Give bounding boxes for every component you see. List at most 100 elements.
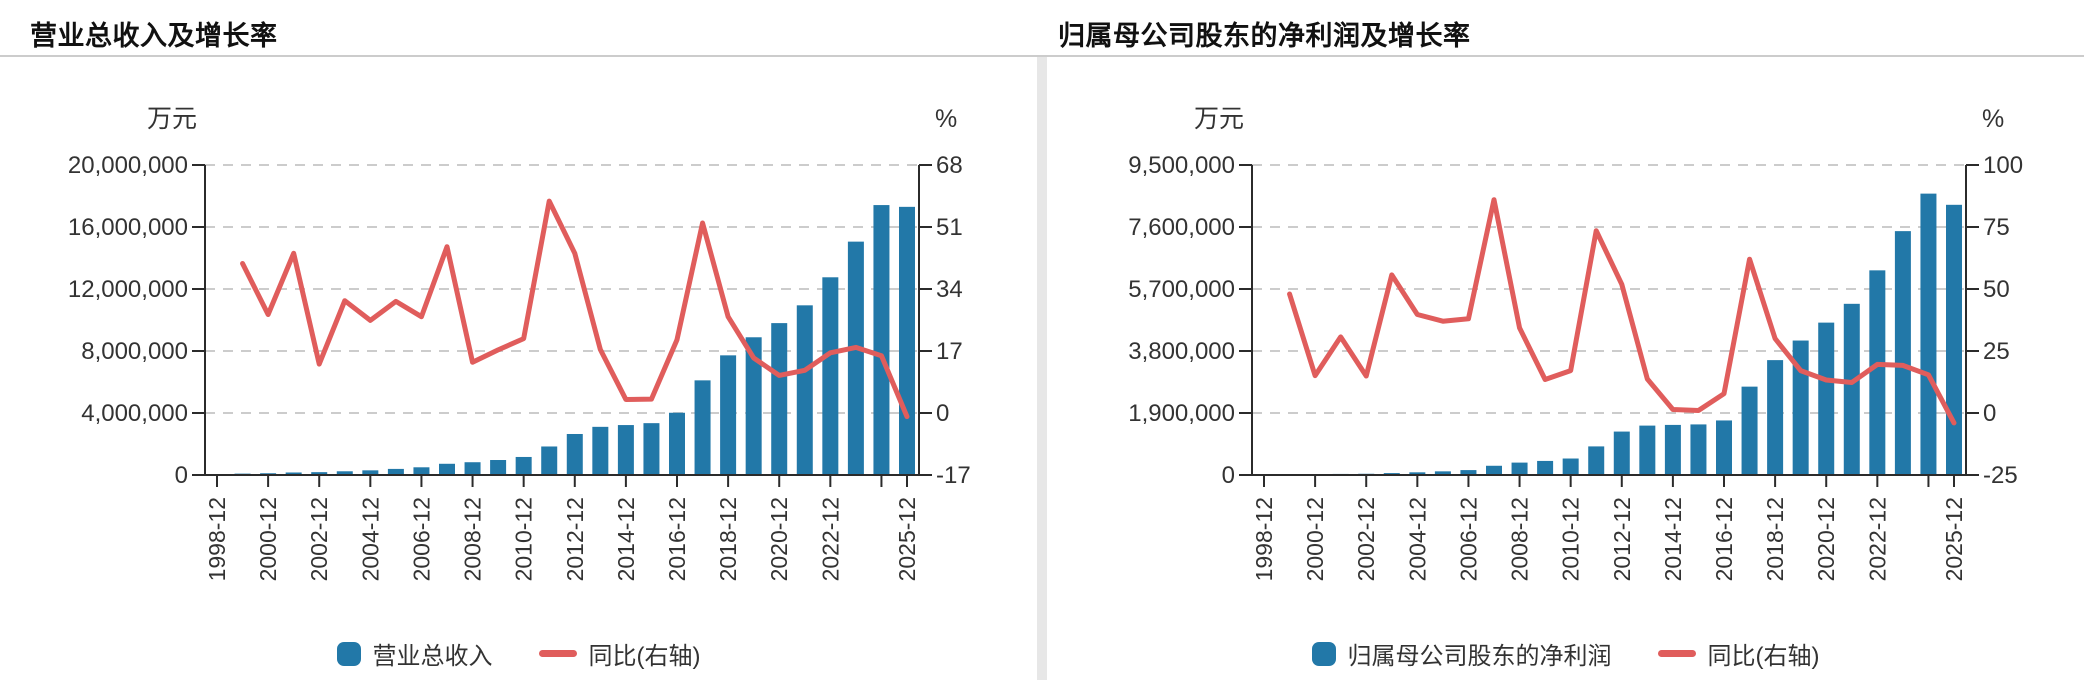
revenue-bar-legend-swatch [336, 641, 361, 666]
x-axis-label: 2018-12 [715, 497, 741, 581]
bar-2009-12 [1537, 460, 1554, 475]
bar-2011-12 [541, 446, 558, 475]
x-axis-label: 2006-12 [408, 497, 434, 581]
right-axis-label: 0 [1983, 400, 1996, 427]
left-axis-label: 9,500,000 [1128, 152, 1235, 179]
bar-2017-12 [1741, 386, 1758, 475]
left-axis-label: 20,000,000 [68, 152, 188, 179]
left-axis-unit: 万元 [1194, 105, 1244, 133]
x-axis-label: 2016-12 [1711, 497, 1737, 581]
right-axis-unit: % [935, 105, 957, 133]
bar-2013-12 [592, 426, 609, 475]
charts-row: 万元% 20,000,000 68 16,000,000 51 12,000,000 34 8… [0, 57, 2084, 680]
right-axis-label: -17 [936, 462, 971, 489]
right-axis-unit: % [1982, 105, 2004, 133]
x-axis-label: 2002-12 [306, 497, 332, 581]
right-axis-label: -25 [1983, 462, 2018, 489]
x-axis-label: 2014-12 [613, 497, 639, 581]
bar-2022-12 [1869, 270, 1886, 475]
left-axis-label: 12,000,000 [68, 276, 188, 303]
bar-2012-12 [566, 433, 583, 475]
right-axis-label: 75 [1983, 214, 2010, 241]
x-axis-label: 2025-12 [894, 497, 920, 581]
bar-2004-12 [362, 470, 379, 475]
bar-2014-12 [1664, 424, 1681, 475]
x-axis-label: 2002-12 [1353, 497, 1379, 581]
bar-2012-12 [1613, 431, 1630, 475]
bar-2001-12 [285, 472, 302, 475]
left-axis-label: 0 [175, 462, 188, 489]
right-axis-label: 50 [1983, 276, 2010, 303]
net-profit-chart-title: 归属母公司股东的净利润及增长率 [1058, 21, 1471, 51]
bar-2010-12 [515, 456, 532, 475]
bar-2021-12 [1843, 303, 1860, 475]
bar-2025-12 [1946, 204, 1962, 475]
x-axis-label: 2004-12 [357, 497, 383, 581]
net-profit-line-legend-label: 同比(右轴) [1707, 643, 1820, 670]
bar-2023-12 [847, 241, 864, 475]
bar-2019-12 [745, 337, 762, 475]
left-axis-label: 7,600,000 [1128, 214, 1235, 241]
bar-2021-12 [796, 305, 813, 475]
revenue-chart-panel: 万元% 20,000,000 68 16,000,000 51 12,000,000 34 8… [0, 57, 1037, 680]
x-axis-label: 2004-12 [1404, 497, 1430, 581]
x-axis-label: 1998-12 [204, 497, 230, 581]
left-axis-label: 8,000,000 [81, 338, 188, 365]
bar-2016-12 [669, 412, 685, 475]
x-axis-label: 2010-12 [511, 497, 537, 581]
x-axis-label: 2025-12 [1941, 497, 1967, 581]
bar-2006-12 [413, 467, 430, 475]
bar-2015-12 [643, 423, 660, 475]
bar-2016-12 [1716, 420, 1732, 475]
bar-2009-12 [490, 460, 507, 475]
net-profit-chart-panel: 万元% 9,500,000 100 7,600,000 75 5,700,000 50 3,8… [1047, 57, 2084, 680]
x-axis-label: 2008-12 [1507, 497, 1533, 581]
bar-2002-12 [311, 472, 328, 475]
right-axis-label: 34 [936, 276, 963, 303]
bar-2010-12 [1562, 458, 1579, 475]
revenue-line-legend-swatch [538, 650, 577, 657]
bar-2011-12 [1588, 446, 1605, 475]
left-axis-label: 0 [1222, 462, 1235, 489]
revenue-chart-legend: 营业总收入 同比(右轴) [0, 627, 1037, 680]
x-axis-label: 2018-12 [1762, 497, 1788, 581]
right-axis-label: 51 [936, 214, 963, 241]
net-profit-bar-legend-label: 归属母公司股东的净利润 [1347, 643, 1612, 670]
x-axis-label: 2020-12 [1813, 497, 1839, 581]
x-axis-label: 2012-12 [562, 497, 588, 581]
x-axis-label: 1998-12 [1251, 497, 1277, 581]
titles-row: 营业总收入及增长率 归属母公司股东的净利润及增长率 [0, 0, 2084, 57]
left-axis-label: 1,900,000 [1128, 400, 1235, 427]
bar-2020-12 [771, 323, 788, 475]
bar-2025-12 [899, 206, 915, 475]
revenue-line-legend-label: 同比(右轴) [588, 643, 701, 670]
bar-2003-12 [336, 471, 353, 475]
bar-2005-12 [387, 468, 404, 475]
bar-2008-12 [1511, 462, 1528, 475]
bar-2015-12 [1690, 424, 1707, 475]
x-axis-label: 2022-12 [817, 497, 843, 581]
bar-2013-12 [1639, 425, 1656, 475]
net-profit-bar-legend-swatch [1311, 641, 1336, 666]
bar-2005-12 [1434, 471, 1451, 475]
right-axis-label: 17 [936, 338, 963, 365]
bar-2023-12 [1894, 231, 1911, 475]
net-profit-chart-legend: 归属母公司股东的净利润 同比(右轴) [1047, 627, 2084, 680]
bar-2018-12 [1767, 360, 1784, 475]
bar-2020-12 [1818, 322, 1835, 475]
bar-2022-12 [822, 277, 839, 475]
bar-2007-12 [1486, 465, 1502, 475]
yoy-growth-line [240, 198, 910, 420]
x-axis-label: 2022-12 [1864, 497, 1890, 581]
left-axis-label: 5,700,000 [1128, 276, 1235, 303]
bar-2018-12 [720, 355, 737, 475]
left-axis-label: 3,800,000 [1128, 338, 1235, 365]
bar-2024-12 [873, 205, 890, 476]
revenue-bar-legend-label: 营业总收入 [372, 643, 493, 670]
left-axis-label: 4,000,000 [81, 400, 188, 427]
bar-2024-12 [1920, 193, 1937, 475]
bar-2008-12 [464, 462, 481, 475]
right-axis-label: 100 [1983, 152, 2023, 179]
x-axis-label: 2012-12 [1609, 497, 1635, 581]
x-axis-label: 2000-12 [255, 497, 281, 581]
